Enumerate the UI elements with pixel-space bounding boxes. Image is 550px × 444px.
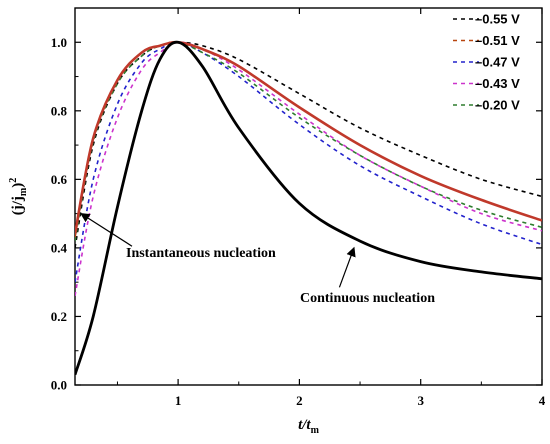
x-axis-label-sub: m bbox=[311, 425, 320, 436]
legend-label-3: –0.43 V bbox=[475, 76, 520, 91]
plot-area bbox=[74, 7, 543, 386]
y-axis-label: (j/jm)2 bbox=[8, 178, 29, 216]
series-line-0 bbox=[75, 41, 542, 249]
y-tick-label: 0.2 bbox=[51, 309, 67, 324]
plot-frame bbox=[74, 7, 543, 386]
annotation-label-0: Instantaneous nucleation bbox=[126, 246, 276, 261]
series-line-2 bbox=[75, 41, 542, 283]
series-line-6 bbox=[75, 40, 542, 376]
annotation-label-1: Continuous nucleation bbox=[300, 291, 435, 306]
y-tick-label: 0.0 bbox=[51, 378, 67, 393]
x-axis-label: t/tm bbox=[298, 417, 320, 436]
series-lines bbox=[75, 40, 542, 376]
legend: –0.55 V –0.51 V –0.47 V –0.43 V –0.20 V bbox=[453, 12, 520, 113]
x-tick-label: 3 bbox=[417, 393, 424, 408]
x-tick-label: 4 bbox=[539, 393, 546, 408]
annotation-arrow-1 bbox=[338, 246, 356, 288]
x-axis-label-main: t/t bbox=[298, 417, 311, 433]
y-tick-label: 0.4 bbox=[51, 240, 68, 255]
x-tick-label: 1 bbox=[175, 393, 182, 408]
annotation-arrow-0 bbox=[80, 212, 133, 247]
legend-label-0: –0.55 V bbox=[475, 12, 520, 27]
series-line-5 bbox=[75, 40, 542, 235]
legend-label-1: –0.51 V bbox=[475, 33, 520, 48]
series-line-4 bbox=[75, 41, 542, 242]
legend-label-4: –0.20 V bbox=[475, 98, 520, 113]
y-tick-label: 1.0 bbox=[51, 35, 67, 50]
y-tick-label: 0.8 bbox=[51, 103, 68, 118]
y-axis-label-post: ) bbox=[10, 183, 26, 188]
y-axis-label-sup: 2 bbox=[8, 178, 19, 183]
y-axis-label-sub: m bbox=[18, 187, 29, 196]
y-axis-label-pre: (j/j bbox=[10, 196, 26, 215]
x-tick-label: 2 bbox=[296, 393, 303, 408]
axes: 1 2 3 40.00.20.40.60.81.0t/tm(j/jm)2 bbox=[8, 7, 546, 436]
annotations: Instantaneous nucleation Continuous nucle… bbox=[80, 212, 435, 306]
series-line-1 bbox=[75, 41, 542, 238]
legend-label-2: –0.47 V bbox=[475, 55, 520, 70]
y-tick-label: 0.6 bbox=[51, 172, 68, 187]
